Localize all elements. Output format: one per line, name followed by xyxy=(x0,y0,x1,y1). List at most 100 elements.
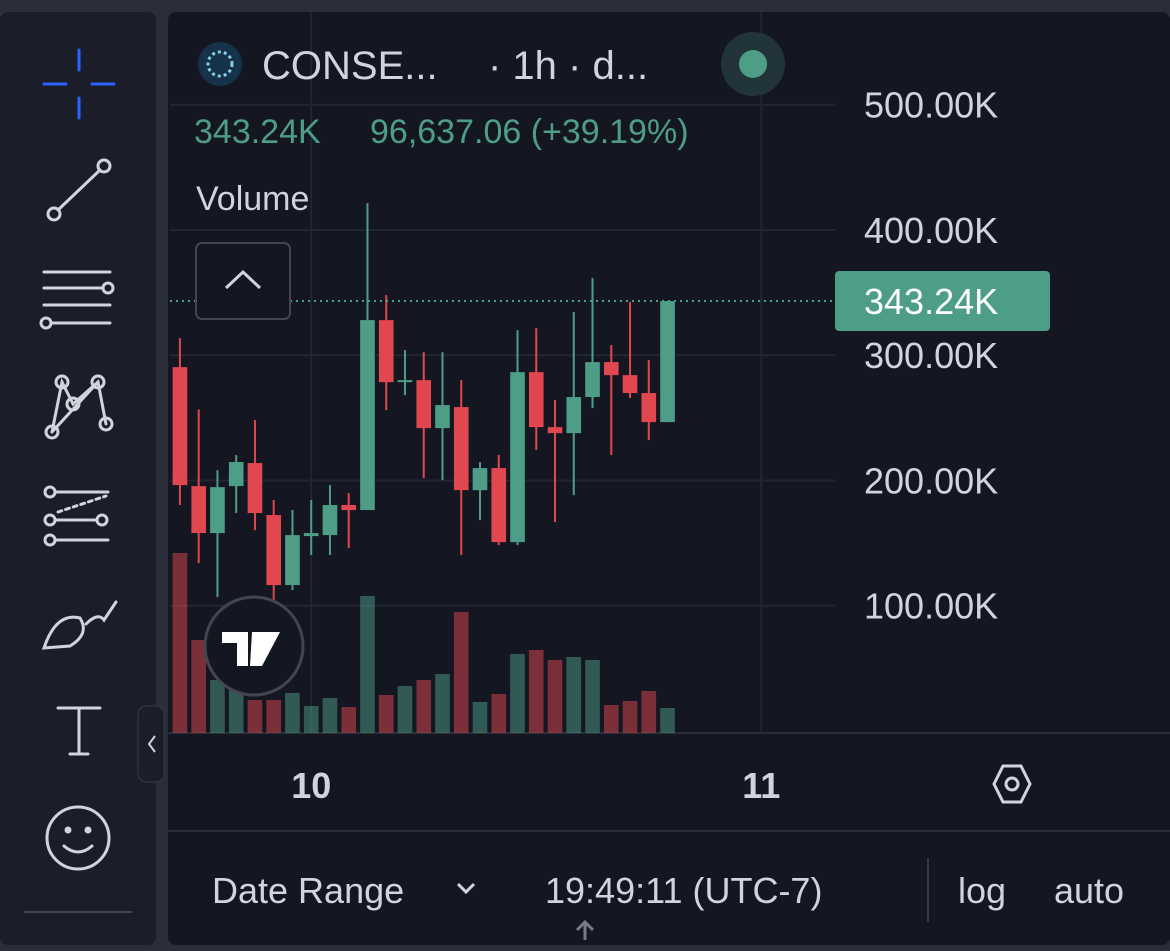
volume-bar xyxy=(622,701,638,733)
volume-bar xyxy=(491,694,507,733)
y-tick-label: 500.00K xyxy=(864,85,998,126)
volume-bar xyxy=(660,708,675,733)
volume-bar xyxy=(360,596,375,733)
volume-bar xyxy=(378,695,394,733)
candle-body xyxy=(416,380,432,429)
tv-logo-dot xyxy=(252,632,264,644)
volume-bar xyxy=(416,680,432,733)
settings-icon[interactable] xyxy=(992,764,1032,804)
candle-body xyxy=(210,487,225,534)
collapse-icon xyxy=(147,735,156,753)
pattern-tool[interactable] xyxy=(44,374,114,440)
candle-body xyxy=(247,463,263,514)
volume-bar xyxy=(172,553,188,733)
candle-body xyxy=(266,515,282,586)
last-price-label: 343.24K xyxy=(864,281,998,322)
candle-body xyxy=(172,367,188,486)
left-toolbar xyxy=(0,12,156,945)
volume-bar xyxy=(210,680,225,733)
volume-bar xyxy=(435,674,450,733)
volume-bar xyxy=(303,706,319,733)
date-range-chevron xyxy=(456,882,476,895)
symbol-logo xyxy=(198,42,242,86)
text-tool[interactable] xyxy=(56,706,102,756)
tool-icons xyxy=(39,48,118,871)
candle-body xyxy=(397,380,413,383)
volume-bar xyxy=(191,640,207,733)
scroll-arrow xyxy=(575,919,595,940)
fib-tool[interactable] xyxy=(39,270,115,330)
volume-bar xyxy=(266,700,282,733)
candle-body xyxy=(303,533,319,537)
market-status-dot xyxy=(739,50,767,78)
interval: · 1h · d... xyxy=(488,44,648,88)
candle-body xyxy=(453,407,469,491)
volume-pane xyxy=(172,553,675,733)
candle-body xyxy=(641,393,657,423)
candle-body xyxy=(285,535,300,586)
candle-body xyxy=(566,397,582,434)
volume-bar xyxy=(341,707,357,733)
candle-body xyxy=(472,468,488,491)
candle-body xyxy=(191,486,207,534)
volume-bar xyxy=(472,702,488,733)
axes: 100.00K 200.00K 300.00K 400.00K 500.00K 10 11 3… xyxy=(170,85,1050,806)
volume-bar xyxy=(566,657,582,733)
y-tick-label: 300.00K xyxy=(864,335,998,376)
x-tick-label: 11 xyxy=(742,765,780,806)
volume-bar xyxy=(547,660,563,733)
y-tick-label: 400.00K xyxy=(864,210,998,251)
collapse-legend-icon xyxy=(224,269,262,290)
volume-bar xyxy=(453,612,469,733)
y-tick-label: 200.00K xyxy=(864,460,998,501)
log-button[interactable]: log xyxy=(958,870,1006,911)
candle-body xyxy=(378,320,394,383)
x-tick-label: 10 xyxy=(291,765,331,806)
last-price-box xyxy=(835,271,1050,332)
candle-body xyxy=(228,462,244,487)
candle-body xyxy=(491,468,507,543)
candles xyxy=(172,203,675,601)
brush-tool[interactable] xyxy=(41,600,118,650)
volume-bar xyxy=(603,705,619,733)
candle-body xyxy=(510,372,525,543)
volume-bar xyxy=(397,686,413,733)
crosshair-tool[interactable] xyxy=(42,48,116,120)
collapse-legend[interactable] xyxy=(195,242,291,320)
volume-bar xyxy=(228,690,244,733)
candle-body xyxy=(622,375,638,394)
volume-bar xyxy=(641,691,657,733)
symbol-name[interactable]: CONSE... xyxy=(262,44,438,88)
clock[interactable]: 19:49:11 (UTC-7) xyxy=(545,870,822,911)
trend-line-tool[interactable] xyxy=(46,158,112,222)
legend-change: 96,637.06 (+39.19%) xyxy=(370,113,689,151)
legend-last: 343.24K xyxy=(194,113,321,151)
volume-bar xyxy=(510,654,525,733)
y-tick-label: 100.00K xyxy=(864,586,998,627)
candle-body xyxy=(603,362,619,376)
volume-bar xyxy=(322,698,338,733)
volume-bar xyxy=(528,650,544,733)
volume-bar xyxy=(285,693,300,733)
study-name: Volume xyxy=(196,180,309,218)
forecast-tool[interactable] xyxy=(43,485,110,547)
emoji-tool[interactable] xyxy=(45,805,111,871)
candle-body xyxy=(547,427,563,434)
volume-bar xyxy=(585,660,600,733)
candle-body xyxy=(435,405,450,429)
candle-body xyxy=(341,505,357,511)
candle-body xyxy=(528,372,544,428)
symbol-logo-art xyxy=(206,50,234,78)
candle-body xyxy=(585,362,600,398)
date-range-button[interactable]: Date Range xyxy=(212,870,404,911)
settings-icon-core xyxy=(1004,776,1020,792)
candle-body xyxy=(360,320,375,511)
collapse-toolbar[interactable] xyxy=(137,705,165,783)
candle-body xyxy=(322,505,338,536)
auto-button[interactable]: auto xyxy=(1054,870,1124,911)
volume-bar xyxy=(247,700,263,733)
candle-body xyxy=(660,301,675,423)
tv-logo-mark xyxy=(222,632,280,666)
